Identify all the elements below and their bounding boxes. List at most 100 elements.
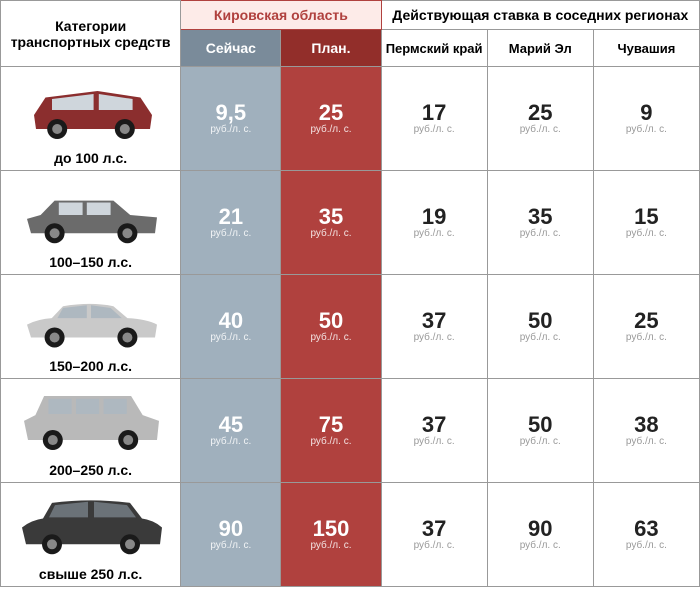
unit-label: руб./л. с. bbox=[488, 332, 593, 343]
perm-value: 19 bbox=[382, 206, 487, 228]
unit-label: руб./л. с. bbox=[488, 540, 593, 551]
mari-value-cell: 50 руб./л. с. bbox=[487, 275, 593, 379]
unit-label: руб./л. с. bbox=[281, 332, 380, 343]
chuv-value: 63 bbox=[594, 518, 699, 540]
chuv-value-cell: 38 руб./л. с. bbox=[593, 379, 699, 483]
car-icon bbox=[5, 191, 176, 252]
unit-label: руб./л. с. bbox=[594, 436, 699, 447]
table-row: 100–150 л.с. 21 руб./л. с. 35 руб./л. с.… bbox=[1, 171, 700, 275]
plan-value-cell: 25 руб./л. с. bbox=[281, 67, 381, 171]
car-icon bbox=[5, 297, 176, 356]
category-label: до 100 л.с. bbox=[5, 150, 176, 166]
unit-label: руб./л. с. bbox=[488, 228, 593, 239]
unit-label: руб./л. с. bbox=[594, 540, 699, 551]
plan-value-cell: 50 руб./л. с. bbox=[281, 275, 381, 379]
plan-value: 150 bbox=[281, 518, 380, 540]
unit-label: руб./л. с. bbox=[181, 436, 280, 447]
plan-value: 50 bbox=[281, 310, 380, 332]
mari-value: 50 bbox=[488, 310, 593, 332]
unit-label: руб./л. с. bbox=[382, 228, 487, 239]
mari-value: 25 bbox=[488, 102, 593, 124]
perm-value: 37 bbox=[382, 310, 487, 332]
table-row: 150–200 л.с. 40 руб./л. с. 50 руб./л. с.… bbox=[1, 275, 700, 379]
now-value: 9,5 bbox=[181, 102, 280, 124]
unit-label: руб./л. с. bbox=[594, 332, 699, 343]
plan-value-cell: 35 руб./л. с. bbox=[281, 171, 381, 275]
chuv-value-cell: 15 руб./л. с. bbox=[593, 171, 699, 275]
unit-label: руб./л. с. bbox=[181, 540, 280, 551]
unit-label: руб./л. с. bbox=[594, 124, 699, 135]
category-label: 200–250 л.с. bbox=[5, 462, 176, 478]
perm-value: 17 bbox=[382, 102, 487, 124]
perm-value: 37 bbox=[382, 414, 487, 436]
now-value-cell: 21 руб./л. с. bbox=[181, 171, 281, 275]
header-chuv: Чувашия bbox=[593, 30, 699, 67]
car-icon bbox=[5, 389, 176, 460]
table-row: до 100 л.с. 9,5 руб./л. с. 25 руб./л. с.… bbox=[1, 67, 700, 171]
chuv-value-cell: 63 руб./л. с. bbox=[593, 483, 699, 587]
now-value-cell: 9,5 руб./л. с. bbox=[181, 67, 281, 171]
chuv-value: 38 bbox=[594, 414, 699, 436]
now-value: 45 bbox=[181, 414, 280, 436]
category-cell: до 100 л.с. bbox=[1, 67, 181, 171]
header-now: Сейчас bbox=[181, 30, 281, 67]
unit-label: руб./л. с. bbox=[382, 436, 487, 447]
unit-label: руб./л. с. bbox=[488, 124, 593, 135]
mari-value: 90 bbox=[488, 518, 593, 540]
unit-label: руб./л. с. bbox=[181, 332, 280, 343]
now-value: 90 bbox=[181, 518, 280, 540]
unit-label: руб./л. с. bbox=[281, 436, 380, 447]
header-category: Категории транспортных средств bbox=[1, 1, 181, 67]
mari-value-cell: 35 руб./л. с. bbox=[487, 171, 593, 275]
chuv-value-cell: 9 руб./л. с. bbox=[593, 67, 699, 171]
chuv-value: 15 bbox=[594, 206, 699, 228]
unit-label: руб./л. с. bbox=[181, 124, 280, 135]
chuv-value-cell: 25 руб./л. с. bbox=[593, 275, 699, 379]
header-kirov: Кировская область bbox=[181, 1, 381, 30]
plan-value-cell: 150 руб./л. с. bbox=[281, 483, 381, 587]
mari-value: 50 bbox=[488, 414, 593, 436]
now-value: 21 bbox=[181, 206, 280, 228]
category-label: 100–150 л.с. bbox=[5, 254, 176, 270]
perm-value-cell: 37 руб./л. с. bbox=[381, 379, 487, 483]
perm-value-cell: 37 руб./л. с. bbox=[381, 483, 487, 587]
mari-value-cell: 25 руб./л. с. bbox=[487, 67, 593, 171]
car-icon bbox=[5, 85, 176, 148]
plan-value: 25 bbox=[281, 102, 380, 124]
category-cell: свыше 250 л.с. bbox=[1, 483, 181, 587]
header-neighbors: Действующая ставка в соседних регионах bbox=[381, 1, 699, 30]
now-value-cell: 90 руб./л. с. bbox=[181, 483, 281, 587]
header-plan: План. bbox=[281, 30, 381, 67]
category-cell: 200–250 л.с. bbox=[1, 379, 181, 483]
unit-label: руб./л. с. bbox=[488, 436, 593, 447]
unit-label: руб./л. с. bbox=[281, 540, 380, 551]
now-value-cell: 45 руб./л. с. bbox=[181, 379, 281, 483]
chuv-value: 25 bbox=[594, 310, 699, 332]
tax-rate-table: Категории транспортных средств Кировская… bbox=[0, 0, 700, 587]
mari-value-cell: 50 руб./л. с. bbox=[487, 379, 593, 483]
category-label: 150–200 л.с. bbox=[5, 358, 176, 374]
unit-label: руб./л. с. bbox=[281, 228, 380, 239]
chuv-value: 9 bbox=[594, 102, 699, 124]
header-mari: Марий Эл bbox=[487, 30, 593, 67]
mari-value-cell: 90 руб./л. с. bbox=[487, 483, 593, 587]
unit-label: руб./л. с. bbox=[382, 124, 487, 135]
unit-label: руб./л. с. bbox=[181, 228, 280, 239]
table-row: свыше 250 л.с. 90 руб./л. с. 150 руб./л.… bbox=[1, 483, 700, 587]
table-row: 200–250 л.с. 45 руб./л. с. 75 руб./л. с.… bbox=[1, 379, 700, 483]
perm-value: 37 bbox=[382, 518, 487, 540]
plan-value-cell: 75 руб./л. с. bbox=[281, 379, 381, 483]
perm-value-cell: 19 руб./л. с. bbox=[381, 171, 487, 275]
unit-label: руб./л. с. bbox=[594, 228, 699, 239]
category-cell: 150–200 л.с. bbox=[1, 275, 181, 379]
category-label: свыше 250 л.с. bbox=[5, 566, 176, 582]
now-value: 40 bbox=[181, 310, 280, 332]
perm-value-cell: 37 руб./л. с. bbox=[381, 275, 487, 379]
plan-value: 75 bbox=[281, 414, 380, 436]
unit-label: руб./л. с. bbox=[382, 332, 487, 343]
header-perm: Пермский край bbox=[381, 30, 487, 67]
category-cell: 100–150 л.с. bbox=[1, 171, 181, 275]
car-icon bbox=[5, 495, 176, 564]
perm-value-cell: 17 руб./л. с. bbox=[381, 67, 487, 171]
plan-value: 35 bbox=[281, 206, 380, 228]
